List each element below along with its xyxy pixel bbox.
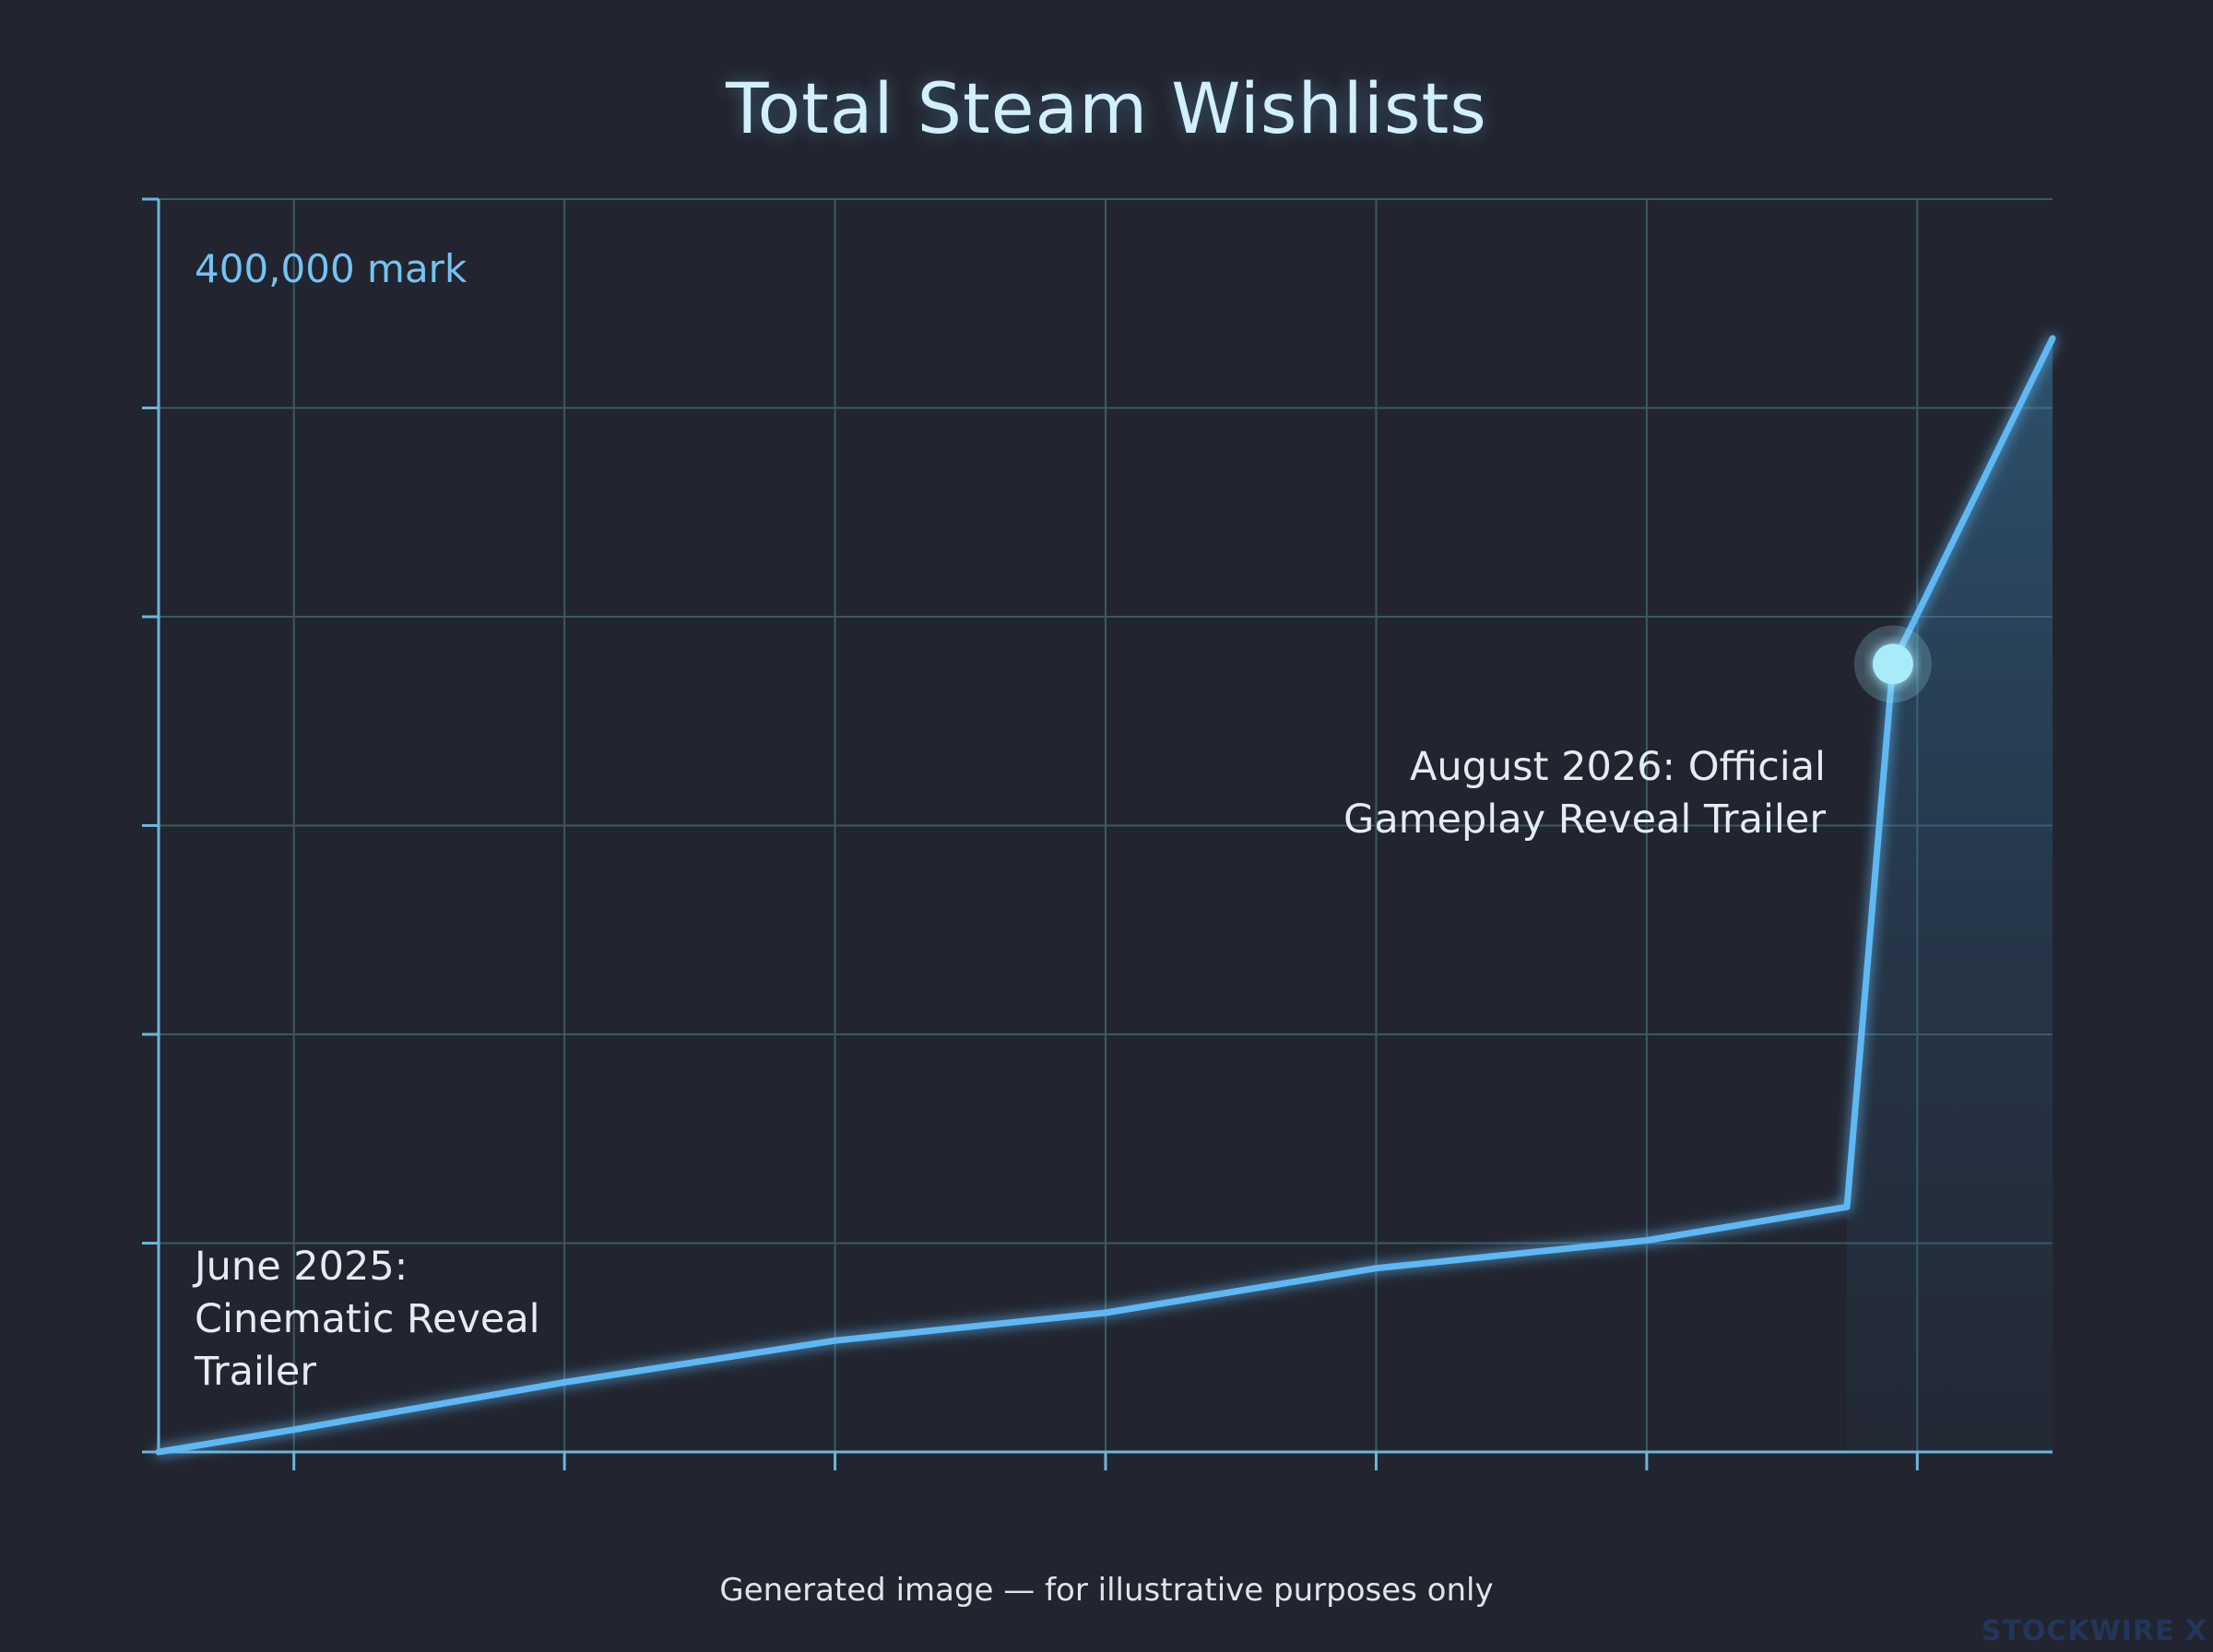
series-line (155, 335, 2056, 1456)
annotation-line: August 2026: Official (1409, 744, 1826, 790)
area-fill (1847, 338, 2053, 1452)
annotation-june-2025: June 2025: Cinematic Reveal Trailer (195, 1241, 582, 1398)
data-point-marker (1872, 643, 1913, 685)
reference-line-label: 400,000 mark (195, 246, 467, 291)
annotation-line: Trailer (195, 1349, 317, 1395)
disclaimer-text: Generated image — for illustrative purpo… (719, 1572, 1494, 1609)
axes (142, 197, 2053, 1470)
annotation-line: Cinematic Reveal (195, 1296, 540, 1342)
watermark-logo: STOCKWIRE X (1981, 1615, 2207, 1647)
series-area (1847, 338, 2053, 1452)
annotation-line: Gameplay Reveal Trailer (1343, 796, 1826, 843)
markers (1853, 625, 1932, 703)
annotation-august-2026: August 2026: Official Gameplay Reveal Tr… (1343, 741, 1826, 846)
chart-title: Total Steam Wishlists (726, 67, 1487, 149)
series-group (155, 335, 2056, 1456)
annotation-line: June 2025: (195, 1244, 408, 1290)
